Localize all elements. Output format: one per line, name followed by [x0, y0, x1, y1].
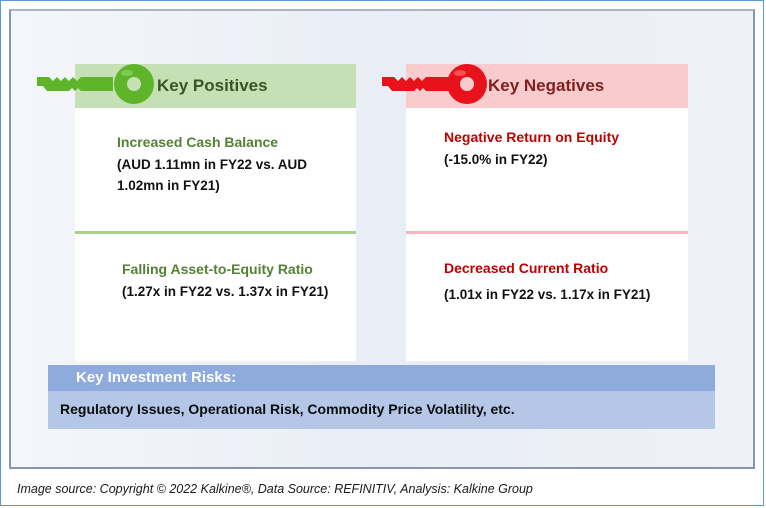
positive-item-title: Falling Asset-to-Equity Ratio [122, 261, 313, 277]
key-positives-column: Key Positives Increased Cash Balance (AU… [75, 64, 356, 361]
key-negatives-header: Key Negatives [406, 64, 688, 108]
red-key-icon [382, 64, 487, 104]
key-positives-title: Key Positives [157, 76, 268, 95]
key-investment-risks: Key Investment Risks: Regulatory Issues,… [48, 365, 715, 429]
positive-item-detail: (1.27x in FY22 vs. 1.37x in FY21) [122, 284, 329, 299]
green-key-icon [37, 64, 154, 104]
positive-item-card: Falling Asset-to-Equity Ratio (1.27x in … [75, 231, 356, 361]
negative-item-detail: (-15.0% in FY22) [444, 152, 548, 167]
key-negatives-column: Key Negatives Negative Return on Equity … [406, 64, 688, 361]
positive-item-card: Increased Cash Balance (AUD 1.11mn in FY… [75, 108, 356, 231]
image-source-caption: Image source: Copyright © 2022 Kalkine®,… [17, 482, 533, 496]
negative-item-card: Negative Return on Equity (-15.0% in FY2… [406, 108, 688, 231]
key-negatives-title: Key Negatives [488, 76, 605, 95]
negative-item-card: Decreased Current Ratio (1.01x in FY22 v… [406, 231, 688, 361]
negative-item-detail: (1.01x in FY22 vs. 1.17x in FY21) [444, 287, 651, 302]
positive-item-title: Increased Cash Balance [117, 134, 279, 150]
negative-item-title: Decreased Current Ratio [444, 260, 609, 276]
risks-header: Key Investment Risks: [48, 365, 715, 391]
positive-item-detail: (AUD 1.11mn in FY22 vs. AUD 1.02mn in FY… [117, 157, 308, 193]
risks-body: Regulatory Issues, Operational Risk, Com… [48, 391, 715, 429]
negative-item-title: Negative Return on Equity [444, 129, 620, 145]
